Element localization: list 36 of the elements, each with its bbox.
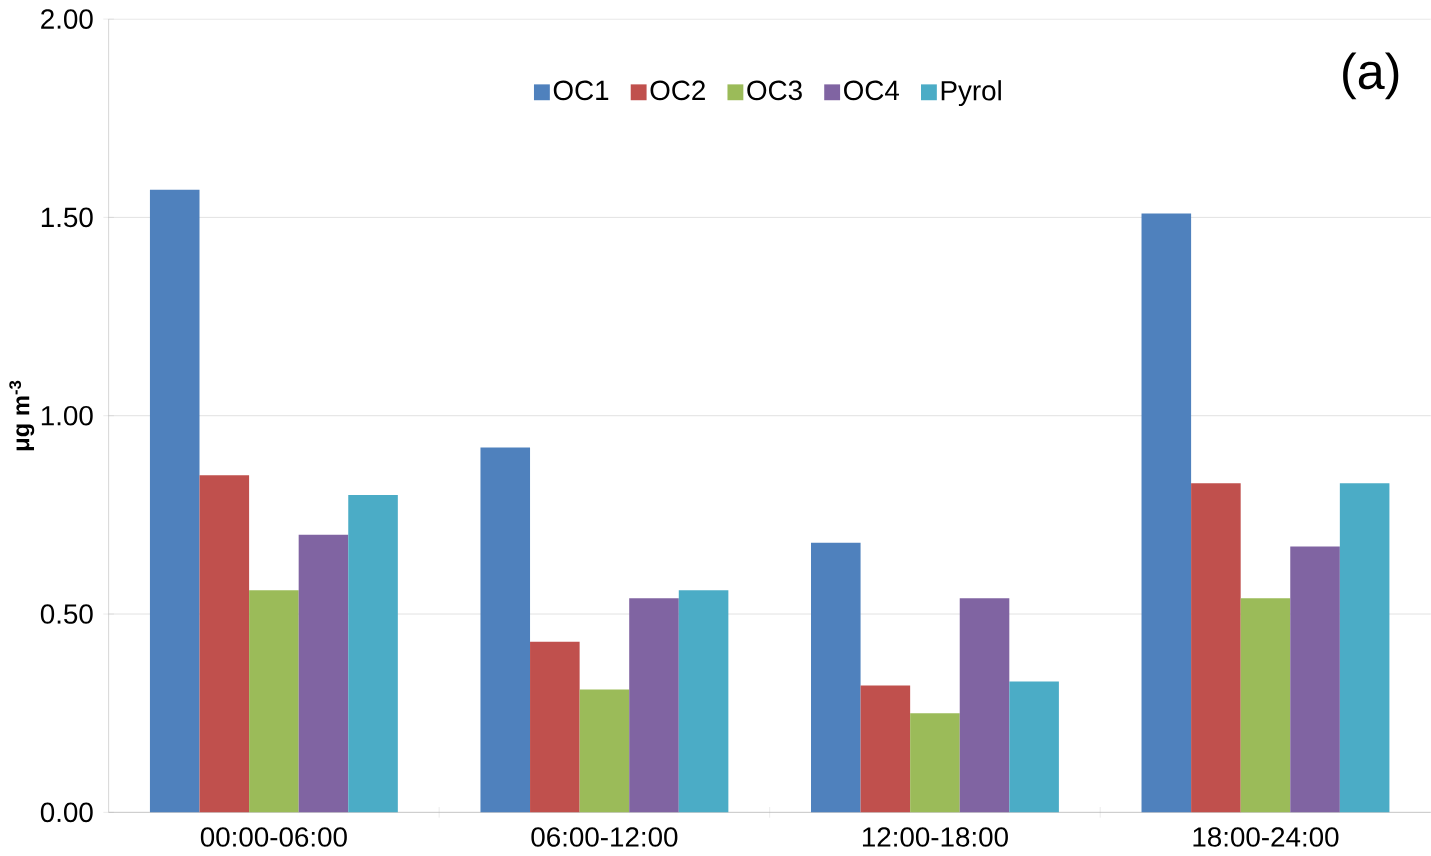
y-tick-label: 1.50 [41,207,93,228]
legend-label: OC1 [553,80,609,101]
bar [149,189,200,813]
bar [860,685,911,813]
bar [579,689,630,813]
bar [1339,483,1390,813]
bar [1290,546,1340,813]
y-tick-label: 2.00 [41,9,93,29]
bar [910,713,960,813]
bar [298,534,349,813]
bar [1191,483,1241,813]
legend-label: Pyrol [941,80,1001,107]
y-tick-label: 0.50 [40,604,93,624]
bar [480,447,531,813]
bar [959,598,1010,813]
bar [678,590,729,813]
bar [348,495,398,813]
x-tick-label: 06:00-12:00 [531,827,678,847]
bar [811,542,861,813]
legend-label: OC3 [747,80,802,101]
x-tick-label: 00:00-06:00 [200,827,347,847]
x-tick-label: 18:00-24:00 [1193,827,1339,847]
y-tick-label: 0.00 [40,802,93,823]
bar [249,590,299,813]
annotation: (a) [1343,52,1399,100]
x-tick-label: 12:00-18:00 [862,827,1008,847]
y-axis-title: μg m$^{-3}$ [9,380,35,451]
bar [530,641,580,813]
legend-label: OC2 [650,80,705,101]
bar [629,598,679,813]
bar [199,475,250,813]
bar [1141,213,1192,813]
legend-label: OC4 [844,80,899,101]
bar [1240,598,1291,813]
y-tick-label: 1.00 [41,405,93,426]
bar [1009,681,1059,813]
